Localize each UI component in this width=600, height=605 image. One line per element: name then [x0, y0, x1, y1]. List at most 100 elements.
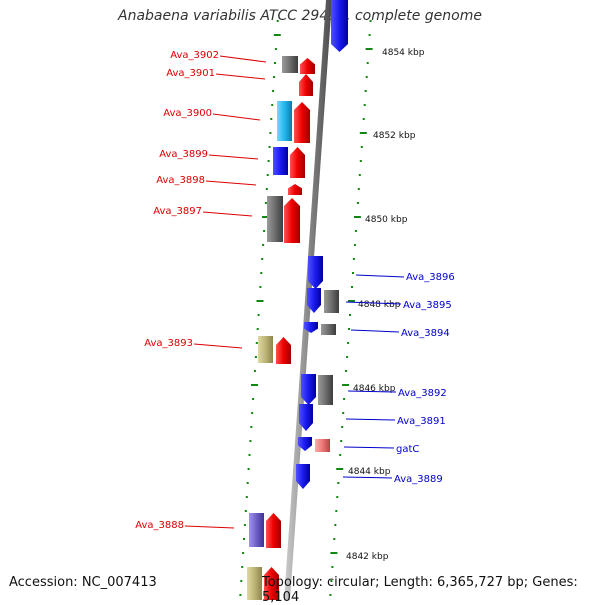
gene-label-gatc[interactable]: gatC: [396, 444, 419, 455]
gene-feature-ava-3900[interactable]: [277, 101, 292, 141]
minor-tick: [333, 538, 336, 540]
gene-feature-gatc[interactable]: [298, 437, 312, 451]
gene-label-ava-3888[interactable]: Ava_3888: [135, 520, 184, 531]
gene-feature-ava-3902-arrow[interactable]: [300, 58, 315, 74]
gene-label-ava-3901[interactable]: Ava_3901: [166, 68, 215, 79]
minor-tick: [247, 468, 250, 470]
minor-tick: [337, 482, 340, 484]
gene-label-ava-3893[interactable]: Ava_3893: [144, 338, 193, 349]
gene-feature-ava-3891[interactable]: [299, 404, 313, 431]
accession-text: Accession: NC_007413: [9, 575, 157, 590]
gene-label-ava-3889[interactable]: Ava_3889: [394, 474, 443, 485]
gene-feature-ava-3892[interactable]: [301, 374, 316, 405]
leader-line: [350, 329, 400, 333]
minor-tick: [360, 146, 363, 148]
left-gene-labels: Ava_3902 Ava_3901 Ava_3900 Ava_3899 Ava_…: [135, 50, 267, 531]
minor-tick: [257, 314, 260, 316]
minor-tick: [347, 342, 350, 344]
gene-feature-ava-3892-box[interactable]: [318, 375, 333, 405]
minor-tick: [266, 174, 269, 176]
gene-feature-gatc-box[interactable]: [315, 439, 330, 452]
minor-tick: [368, 34, 371, 36]
scale-label: 4854 kbp: [382, 48, 425, 58]
gene-feature-ava-3893-arrow[interactable]: [276, 337, 291, 364]
gene-feature-ava-3894-box[interactable]: [321, 324, 336, 335]
major-tick: [251, 384, 258, 386]
minor-tick: [259, 286, 262, 288]
leader-line: [208, 154, 259, 160]
gene-label-ava-3898[interactable]: Ava_3898: [156, 175, 205, 186]
gene-label-ava-3897[interactable]: Ava_3897: [153, 206, 202, 217]
minor-tick: [330, 580, 333, 582]
gene-label-ava-3892[interactable]: Ava_3892: [398, 388, 447, 399]
gene-features: [247, 0, 348, 600]
major-tick: [256, 300, 264, 302]
gene-label-ava-3891[interactable]: Ava_3891: [397, 416, 446, 427]
minor-tick: [331, 566, 334, 568]
gene-feature-bottom[interactable]: [247, 567, 262, 600]
minor-tick: [336, 496, 339, 498]
minor-tick: [254, 356, 257, 358]
minor-tick: [353, 244, 356, 246]
minor-tick: [346, 356, 349, 358]
scale-label: 4852 kbp: [373, 131, 416, 141]
gene-feature-ava-3894[interactable]: [304, 322, 318, 333]
gene-feature-ava-3900-arrow[interactable]: [294, 102, 310, 143]
minor-tick: [249, 440, 252, 442]
gene-feature-ava-3893[interactable]: [258, 336, 273, 363]
gene-feature-reverse[interactable]: [331, 0, 348, 52]
gene-label-ava-3900[interactable]: Ava_3900: [163, 108, 212, 119]
gene-feature-ava-3899[interactable]: [273, 147, 288, 175]
leader-line: [212, 113, 261, 121]
gene-feature-ava-3901[interactable]: [299, 74, 313, 96]
minor-tick: [243, 524, 246, 526]
minor-tick: [239, 594, 242, 596]
minor-tick: [342, 412, 345, 414]
minor-tick: [248, 454, 251, 456]
gene-feature-ava-3889[interactable]: [296, 464, 310, 489]
gene-feature-ava-3898[interactable]: [288, 184, 302, 195]
minor-tick: [263, 230, 266, 232]
gene-feature-ava-3896[interactable]: [308, 256, 323, 289]
gene-label-ava-3894[interactable]: Ava_3894: [401, 328, 450, 339]
minor-tick: [274, 48, 277, 50]
gene-label-ava-3902[interactable]: Ava_3902: [170, 50, 219, 61]
right-gene-labels: Ava_3896 Ava_3895 Ava_3894 Ava_3892 Ava_…: [342, 272, 455, 485]
minor-tick: [363, 104, 366, 106]
minor-tick: [274, 62, 276, 64]
minor-tick: [269, 132, 272, 134]
gene-feature-ava-3895-box[interactable]: [324, 290, 339, 313]
minor-tick: [369, 20, 372, 22]
minor-tick: [253, 370, 256, 372]
minor-tick: [358, 174, 361, 176]
leader-line: [343, 446, 395, 449]
minor-tick: [244, 510, 247, 512]
scale-label: 4844 kbp: [348, 467, 391, 477]
gene-label-ava-3895[interactable]: Ava_3895: [403, 300, 452, 311]
minor-tick: [340, 440, 343, 442]
kbp-scale: 4854 kbp 4852 kbp 4850 kbp 4848 kbp 4846…: [346, 48, 425, 562]
gene-feature-bottom-arrow[interactable]: [264, 567, 279, 600]
leader-line: [219, 55, 267, 63]
map-title: Anabaena variabilis ATCC 29413, complete…: [118, 8, 482, 24]
gene-feature-ava-3902[interactable]: [282, 56, 298, 73]
minor-tick: [250, 426, 253, 428]
minor-tick: [334, 524, 337, 526]
gene-feature-ava-3899-arrow[interactable]: [290, 147, 305, 178]
minor-tick: [354, 230, 357, 232]
minor-tick: [343, 398, 346, 400]
scale-label: 4846 kbp: [353, 384, 396, 394]
major-tick: [365, 48, 373, 50]
gene-label-ava-3899[interactable]: Ava_3899: [159, 149, 208, 160]
minor-tick: [240, 580, 243, 582]
gene-feature-ava-3888[interactable]: [249, 513, 264, 547]
gene-feature-ava-3888-arrow[interactable]: [266, 513, 281, 548]
leader-line: [184, 525, 235, 529]
minor-tick: [265, 188, 268, 190]
gene-feature-ava-3897-arrow[interactable]: [284, 198, 300, 243]
minor-tick: [252, 398, 255, 400]
gene-feature-ava-3895[interactable]: [307, 288, 321, 313]
gene-label-ava-3896[interactable]: Ava_3896: [406, 272, 455, 283]
gene-feature-ava-3897[interactable]: [267, 196, 283, 242]
